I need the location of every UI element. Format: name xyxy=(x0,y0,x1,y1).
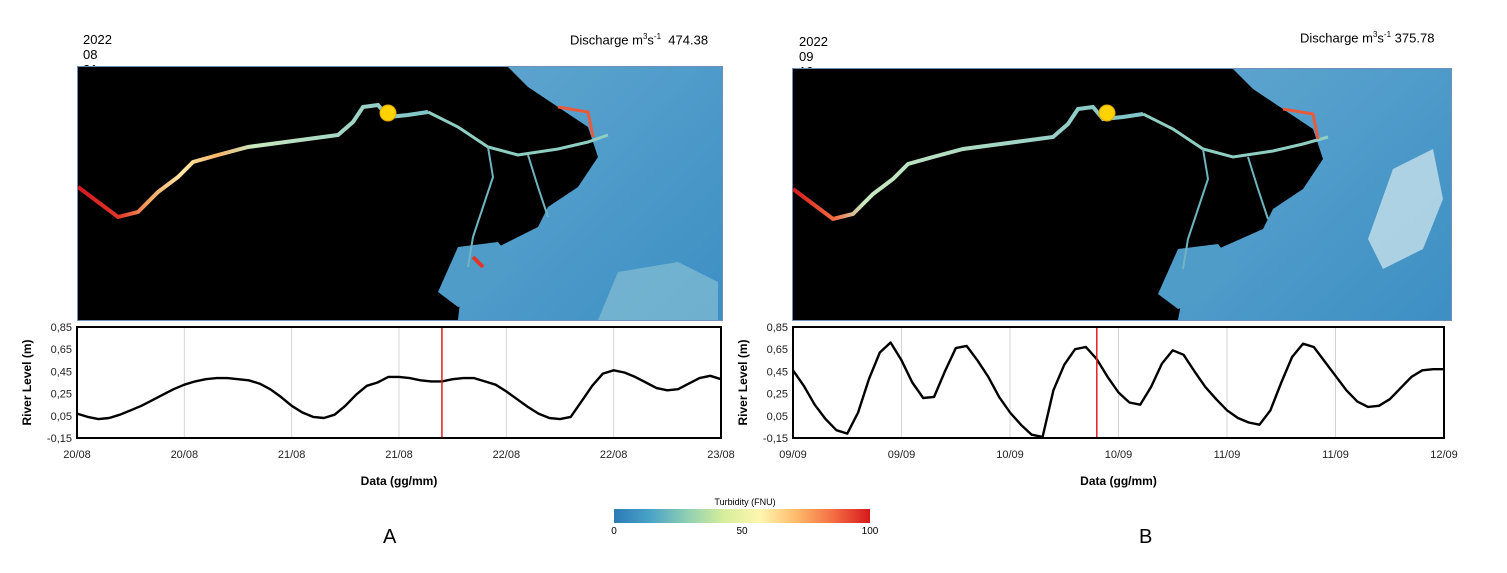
discharge-unit-mid: s xyxy=(647,32,654,48)
turbidity-colorbar: Turbidity (FNU) 0 50 100 xyxy=(600,497,890,537)
y-tick-label: 0,65 xyxy=(767,344,788,356)
x-axis-title: Data (gg/mm) xyxy=(361,474,438,488)
station-marker xyxy=(379,104,397,122)
y-axis-title: River Level (m) xyxy=(20,339,34,425)
x-tick-label: 11/09 xyxy=(1322,449,1349,461)
plot-frame xyxy=(76,326,722,439)
series-line xyxy=(76,369,722,421)
discharge-label: Discharge m xyxy=(1300,30,1373,46)
y-tick-label: -0,15 xyxy=(47,433,72,445)
colorbar-tick: 0 xyxy=(611,526,617,537)
y-tick-label: 0,25 xyxy=(51,389,72,401)
x-tick-label: 23/08 xyxy=(707,449,735,461)
plot-frame xyxy=(792,326,1445,439)
colorbar-tick: 50 xyxy=(736,526,748,537)
x-tick-label: 09/09 xyxy=(779,449,807,461)
x-tick-label: 10/09 xyxy=(1105,449,1133,461)
y-tick-label: 0,05 xyxy=(51,411,72,423)
x-tick-label: 12/09 xyxy=(1430,449,1458,461)
colorbar-gradient xyxy=(614,509,870,523)
colorbar-title: Turbidity (FNU) xyxy=(714,497,776,507)
x-tick-label: 22/08 xyxy=(493,449,521,461)
x-tick-label: 09/09 xyxy=(888,449,916,461)
discharge-value: 474.38 xyxy=(668,32,709,48)
discharge-value: 375.78 xyxy=(1394,30,1435,46)
panel-letter: B xyxy=(1139,526,1153,548)
x-tick-label: 10/09 xyxy=(996,449,1024,461)
turbidity-map xyxy=(77,66,723,321)
discharge-unit-sup: 3 xyxy=(642,32,648,41)
discharge-readout: Discharge m3s-1 474.38 xyxy=(570,32,708,47)
station-marker xyxy=(1098,104,1116,122)
series-line xyxy=(792,341,1444,439)
discharge-unit-sup: -1 xyxy=(653,32,662,41)
y-tick-label: 0,05 xyxy=(767,411,788,423)
discharge-readout: Discharge m3s-1 375.78 xyxy=(1300,30,1434,45)
x-tick-label: 22/08 xyxy=(600,449,628,461)
y-tick-label: 0,45 xyxy=(767,366,788,378)
x-tick-label: 11/09 xyxy=(1214,449,1241,461)
y-tick-label: -0,15 xyxy=(763,433,788,445)
colorbar-tick: 100 xyxy=(861,526,879,537)
x-tick-label: 21/08 xyxy=(278,449,306,461)
discharge-label: Discharge m xyxy=(570,32,643,48)
panel-letter: A xyxy=(383,526,397,548)
x-axis-title: Data (gg/mm) xyxy=(1080,474,1157,488)
x-tick-label: 20/08 xyxy=(63,449,91,461)
discharge-unit-sup: 3 xyxy=(1372,30,1378,39)
x-tick-label: 21/08 xyxy=(385,449,413,461)
x-tick-label: 20/08 xyxy=(171,449,199,461)
river-level-chart: 20/08 20/08 21/08 21/08 22/08 22/08 23/08 0,85 0… xyxy=(20,322,735,488)
y-axis-title: River Level (m) xyxy=(736,339,750,425)
discharge-unit-sup: -1 xyxy=(1383,30,1392,39)
river-level-chart: 09/09 09/09 10/09 10/09 11/09 11/09 12/09 0,85 0… xyxy=(736,322,1458,488)
y-tick-label: 0,65 xyxy=(51,344,72,356)
turbidity-map xyxy=(792,68,1452,321)
y-tick-label: 0,85 xyxy=(767,322,788,334)
y-tick-label: 0,25 xyxy=(767,389,788,401)
discharge-unit-mid: s xyxy=(1377,30,1384,46)
y-tick-label: 0,45 xyxy=(51,366,72,378)
y-tick-label: 0,85 xyxy=(51,322,72,334)
